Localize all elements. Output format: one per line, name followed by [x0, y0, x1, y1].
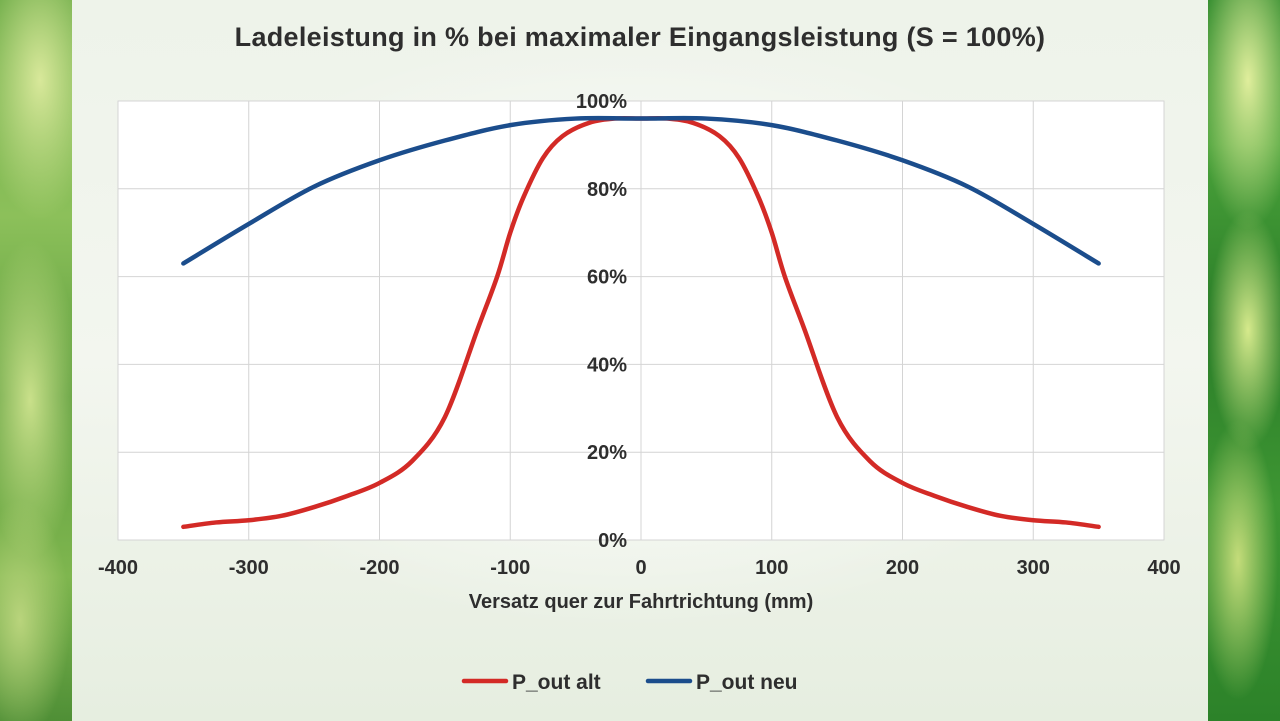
x-tick-label: 200 — [886, 557, 919, 579]
x-tick-label: -200 — [359, 557, 399, 579]
x-tick-label: 300 — [1017, 557, 1050, 579]
vertical-gridlines — [117, 101, 1165, 540]
x-axis-title: Versatz quer zur Fahrtrichtung (mm) — [469, 591, 814, 613]
x-axis-tick-labels: -400 -300 -200 -100 0 100 200 300 400 — [98, 557, 1181, 579]
x-tick-label: -100 — [490, 557, 530, 579]
y-tick-label: 40% — [587, 354, 627, 376]
chart-legend: P_out alt P_out neu — [461, 671, 798, 694]
x-tick-label: 0 — [635, 557, 646, 579]
left-background-strip — [0, 0, 72, 721]
line-chart: -400 -300 -200 -100 0 100 200 300 400 0% 20% 40% 60… — [98, 91, 1181, 694]
x-tick-label: 100 — [755, 557, 788, 579]
right-background-strip — [1208, 0, 1280, 721]
series-line-p-out-neu — [181, 115, 1101, 266]
horizontal-gridlines — [118, 100, 1164, 541]
legend-label: P_out neu — [696, 671, 798, 694]
y-tick-label: 100% — [576, 91, 627, 113]
series-lines — [181, 115, 1101, 530]
y-tick-label: 20% — [587, 442, 627, 464]
legend-label: P_out alt — [512, 671, 601, 694]
x-tick-label: 400 — [1147, 557, 1180, 579]
y-tick-label: 0% — [598, 530, 627, 552]
x-tick-label: -300 — [229, 557, 269, 579]
y-axis-tick-labels: 0% 20% 40% 60% 80% 100% — [576, 91, 627, 552]
chart-panel: Ladeleistung in % bei maximaler Eingangs… — [72, 0, 1208, 721]
y-tick-label: 80% — [587, 179, 627, 201]
chart-title: Ladeleistung in % bei maximaler Eingangs… — [234, 22, 1046, 52]
x-tick-label: -400 — [98, 557, 138, 579]
y-tick-label: 60% — [587, 267, 627, 289]
